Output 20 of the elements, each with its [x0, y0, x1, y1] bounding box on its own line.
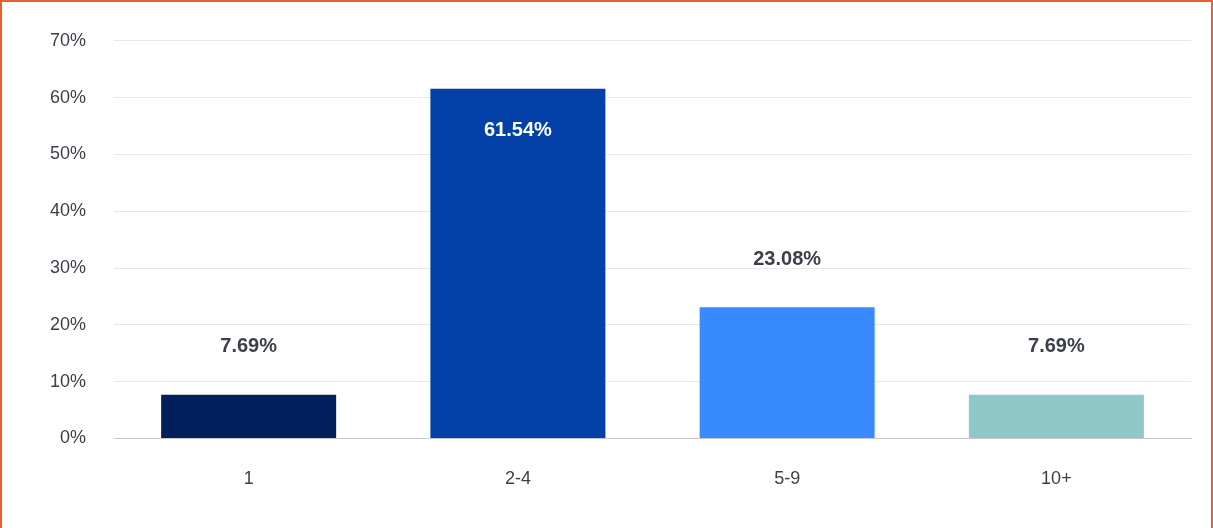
- y-tick-label: 10%: [50, 370, 87, 391]
- y-tick-label: 40%: [50, 200, 87, 221]
- bar: [430, 88, 606, 438]
- data-label: 61.54%: [483, 118, 553, 141]
- x-tick-label: 10+: [1041, 468, 1072, 489]
- x-tick-label: 2-4: [504, 468, 531, 489]
- data-label: 7.69%: [1028, 334, 1085, 357]
- y-tick-label: 30%: [50, 256, 87, 277]
- bar: [161, 394, 337, 438]
- y-tick-label: 60%: [50, 86, 87, 107]
- data-label: 7.69%: [220, 334, 278, 357]
- y-tick-label: 20%: [50, 313, 87, 334]
- x-tick-label: 5-9: [774, 468, 801, 489]
- x-tick-label: 1: [243, 468, 254, 489]
- y-tick-label: 50%: [50, 143, 87, 164]
- bar: [968, 394, 1144, 438]
- data-label: 23.08%: [753, 246, 822, 269]
- y-tick-label: 0%: [60, 427, 87, 448]
- y-tick-label: 70%: [50, 29, 87, 50]
- bar: [699, 307, 875, 438]
